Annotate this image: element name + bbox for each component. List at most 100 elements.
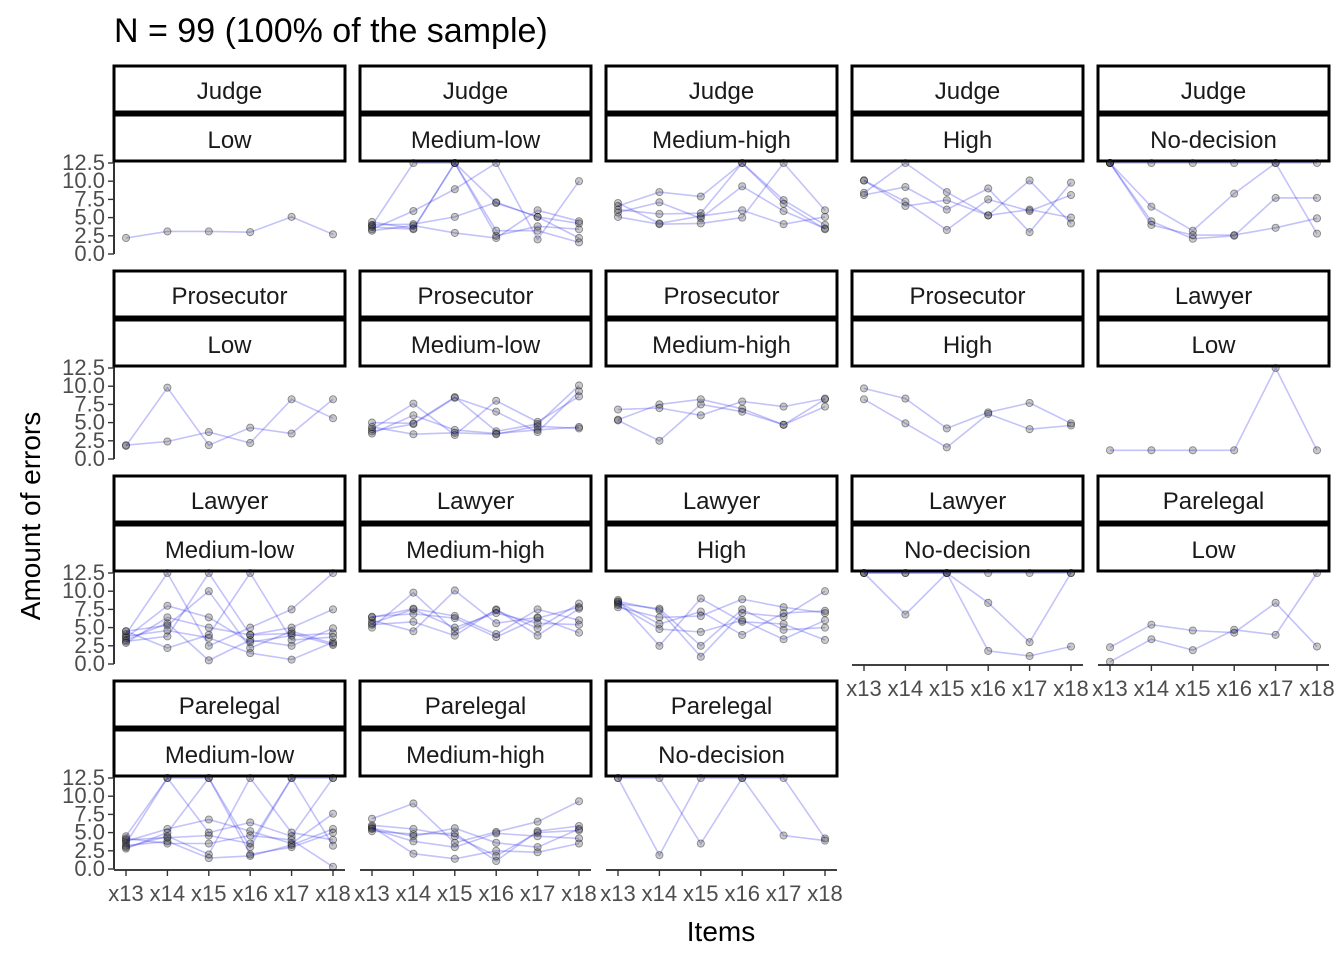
data-point	[1188, 646, 1197, 655]
data-point	[942, 568, 951, 578]
facet-panel: Judge No-decision	[1096, 64, 1331, 243]
data-point	[942, 205, 951, 214]
series-line	[371, 201, 580, 239]
series-line	[125, 622, 334, 662]
data-point	[163, 227, 172, 236]
series-line	[371, 607, 580, 636]
data-point	[367, 824, 377, 833]
x-tick-label: x17	[1012, 676, 1047, 701]
data-point	[121, 633, 131, 642]
data-point	[121, 637, 131, 646]
data-point	[450, 428, 459, 437]
strip-box	[850, 523, 1085, 573]
series-line	[617, 598, 826, 619]
data-point	[367, 225, 377, 234]
chart-title: N = 99 (100% of the sample)	[114, 12, 548, 50]
data-point	[574, 628, 584, 637]
data-point	[574, 177, 584, 186]
data-point	[738, 404, 747, 413]
data-point	[287, 840, 296, 850]
data-point	[163, 824, 172, 834]
data-point	[1147, 620, 1156, 629]
data-point	[1147, 220, 1156, 229]
data-point	[779, 608, 788, 618]
data-point	[246, 827, 255, 836]
data-point	[859, 568, 869, 578]
x-tick-label: x13	[846, 676, 881, 701]
data-point	[738, 617, 747, 626]
data-point	[533, 420, 542, 429]
strip-label-role: Parelegal	[179, 693, 280, 720]
facet-panel: Lawyer High	[604, 474, 839, 661]
data-point	[613, 201, 623, 211]
data-point	[409, 824, 418, 834]
data-point	[1066, 642, 1076, 651]
data-point	[450, 212, 459, 221]
x-tick-label: x13	[108, 881, 143, 906]
data-point	[1230, 446, 1239, 455]
data-point	[409, 617, 418, 626]
data-point	[328, 641, 338, 650]
series-line	[371, 162, 580, 244]
y-tick-label: 7.5	[74, 186, 105, 211]
strip-box	[112, 269, 347, 319]
series-line	[371, 800, 580, 844]
data-point	[1025, 425, 1034, 434]
data-point	[533, 605, 542, 614]
data-point	[287, 835, 296, 844]
data-point	[1230, 158, 1239, 168]
data-point	[163, 601, 172, 610]
data-point	[1188, 446, 1197, 455]
data-point	[367, 223, 377, 232]
data-point	[820, 587, 830, 596]
data-point	[984, 409, 993, 418]
data-point	[492, 429, 501, 438]
data-point	[450, 158, 459, 168]
data-point	[1271, 223, 1280, 232]
data-point	[574, 834, 584, 843]
data-point	[942, 225, 951, 235]
data-point	[121, 839, 131, 848]
strip-label-role: Lawyer	[437, 488, 514, 515]
data-point	[820, 206, 830, 215]
data-point	[533, 817, 542, 826]
data-point	[1312, 568, 1322, 578]
series-line	[617, 161, 826, 226]
x-tick-label: x17	[274, 881, 309, 906]
series-line	[1109, 162, 1317, 240]
data-point	[204, 773, 213, 783]
data-point	[204, 630, 213, 639]
facet-panel: Judge Medium-low	[358, 64, 593, 247]
data-point	[574, 225, 584, 234]
series-line	[371, 825, 580, 862]
facet-panel: Prosecutor High	[850, 269, 1085, 452]
series-line	[125, 571, 334, 643]
facet-panel: Lawyer No-decision x13 x14 x15 x16 x17 x18	[846, 474, 1089, 701]
data-point	[820, 608, 830, 618]
data-point	[367, 217, 377, 227]
series-line	[125, 386, 334, 447]
data-point	[204, 623, 213, 632]
data-point	[655, 198, 664, 207]
data-point	[409, 419, 418, 428]
x-tick-label: x14	[1134, 676, 1169, 701]
series-line	[1109, 162, 1318, 236]
x-tick-label: x15	[191, 881, 226, 906]
strip-label-role: Prosecutor	[663, 283, 779, 310]
data-point	[574, 392, 584, 401]
data-point	[779, 158, 788, 168]
series-line	[1109, 601, 1318, 649]
data-point	[696, 839, 705, 848]
strip-box	[604, 474, 839, 524]
data-point	[533, 425, 542, 434]
data-point	[204, 227, 213, 236]
strip-box	[112, 523, 347, 573]
data-point	[574, 424, 584, 433]
data-point	[533, 206, 542, 215]
strip-box	[1096, 113, 1331, 163]
series-line	[617, 777, 826, 857]
data-point	[246, 839, 255, 848]
data-point	[613, 205, 623, 214]
data-point	[696, 594, 705, 603]
data-point	[984, 184, 993, 193]
